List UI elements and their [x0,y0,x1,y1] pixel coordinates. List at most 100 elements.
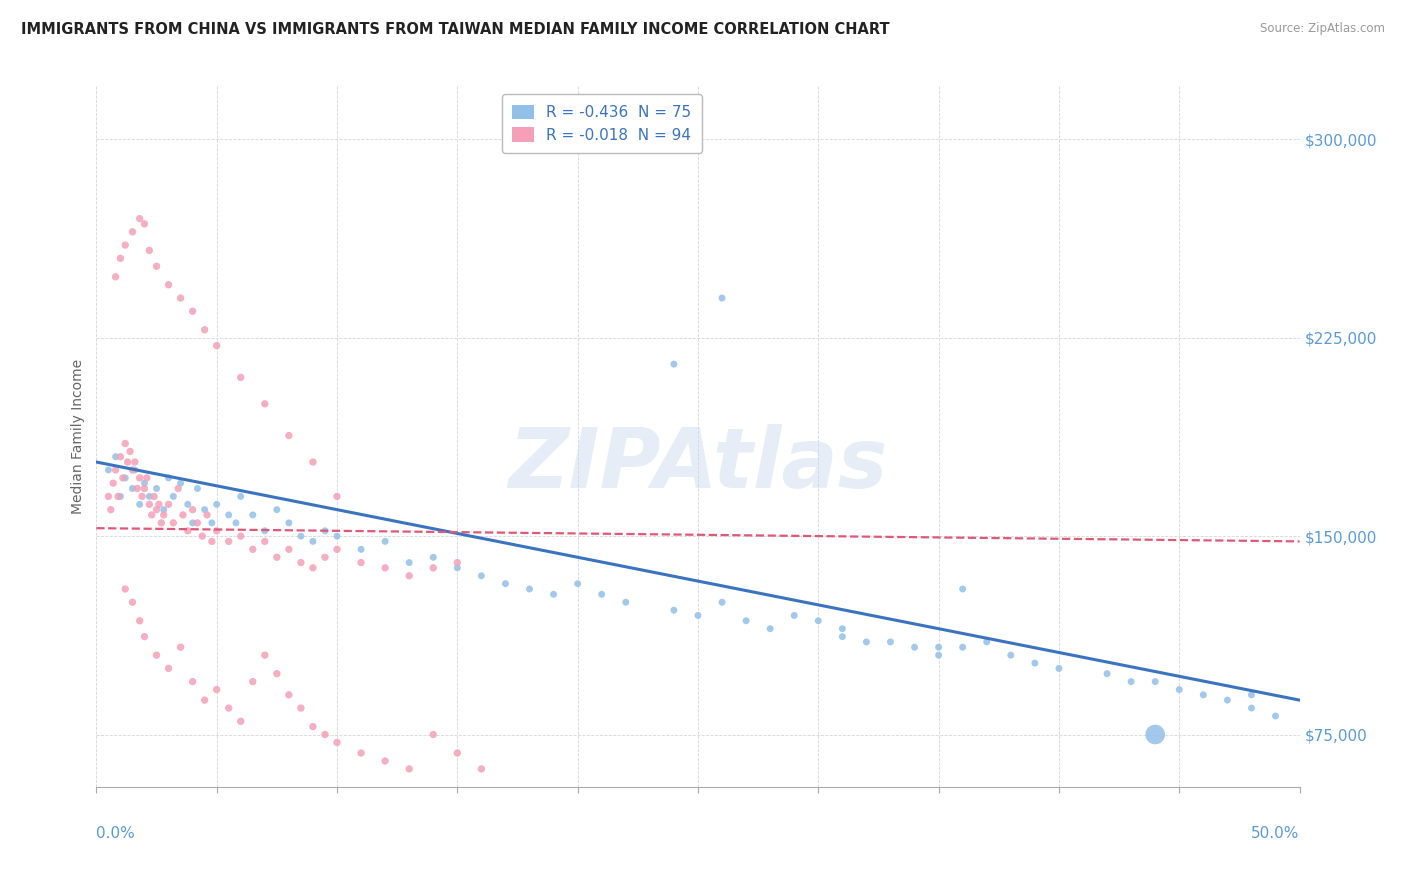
Point [104,463,127,477]
Point [169,640,191,655]
Point [100,502,122,516]
Point [831,630,853,644]
Point [148,497,170,511]
Point [128,614,150,628]
Point [1119,674,1142,689]
Point [124,455,146,469]
Point [314,550,336,565]
Point [662,357,685,371]
Point [117,455,139,469]
Point [152,502,174,516]
Point [302,455,325,469]
Point [422,727,444,741]
Point [952,582,974,596]
Point [107,490,129,504]
Point [201,516,224,530]
Point [398,762,420,776]
Point [145,482,167,496]
Point [807,614,830,628]
Point [1264,709,1286,723]
Point [225,516,247,530]
Point [229,529,252,543]
Point [194,323,217,337]
Point [97,463,120,477]
Point [124,463,146,477]
Point [759,622,782,636]
Point [662,603,685,617]
Point [446,556,468,570]
Point [302,720,325,734]
Point [218,508,240,522]
Point [266,502,288,516]
Text: ZIPAtlas: ZIPAtlas [509,425,887,506]
Point [277,428,299,442]
Point [242,542,264,557]
Legend: R = -0.436  N = 75, R = -0.018  N = 94: R = -0.436 N = 75, R = -0.018 N = 94 [502,94,702,153]
Point [1000,648,1022,662]
Point [162,516,184,530]
Text: Source: ZipAtlas.com: Source: ZipAtlas.com [1260,22,1385,36]
Point [422,561,444,575]
Point [567,576,589,591]
Point [205,338,228,352]
Point [1240,701,1263,715]
Point [194,502,217,516]
Point [157,471,180,485]
Point [114,436,136,450]
Point [519,582,541,596]
Text: IMMIGRANTS FROM CHINA VS IMMIGRANTS FROM TAIWAN MEDIAN FAMILY INCOME CORRELATION: IMMIGRANTS FROM CHINA VS IMMIGRANTS FROM… [21,22,890,37]
Point [114,471,136,485]
Point [121,463,143,477]
Point [326,529,349,543]
Point [494,576,516,591]
Point [277,688,299,702]
Point [145,502,167,516]
Point [172,508,194,522]
Point [242,508,264,522]
Point [205,524,228,538]
Point [374,534,396,549]
Point [277,516,299,530]
Point [302,534,325,549]
Point [134,476,156,491]
Point [952,640,974,655]
Point [110,252,132,266]
Point [121,225,143,239]
Point [143,490,166,504]
Point [831,622,853,636]
Point [1216,693,1239,707]
Y-axis label: Median Family Income: Median Family Income [72,359,86,515]
Point [218,701,240,715]
Point [242,674,264,689]
Point [97,490,120,504]
Point [162,490,184,504]
Point [253,648,276,662]
Point [350,542,373,557]
Point [141,508,163,522]
Point [326,542,349,557]
Point [302,561,325,575]
Point [134,630,156,644]
Point [1095,666,1118,681]
Point [169,291,191,305]
Point [103,476,125,491]
Point [591,587,613,601]
Text: 50.0%: 50.0% [1251,826,1299,841]
Point [290,529,312,543]
Point [879,635,901,649]
Point [169,476,191,491]
Point [181,516,204,530]
Point [314,524,336,538]
Point [422,550,444,565]
Point [152,508,174,522]
Point [110,490,132,504]
Point [470,569,492,583]
Point [127,482,149,496]
Point [194,693,217,707]
Point [104,450,127,464]
Point [177,497,200,511]
Point [290,556,312,570]
Point [350,746,373,760]
Point [229,490,252,504]
Point [326,490,349,504]
